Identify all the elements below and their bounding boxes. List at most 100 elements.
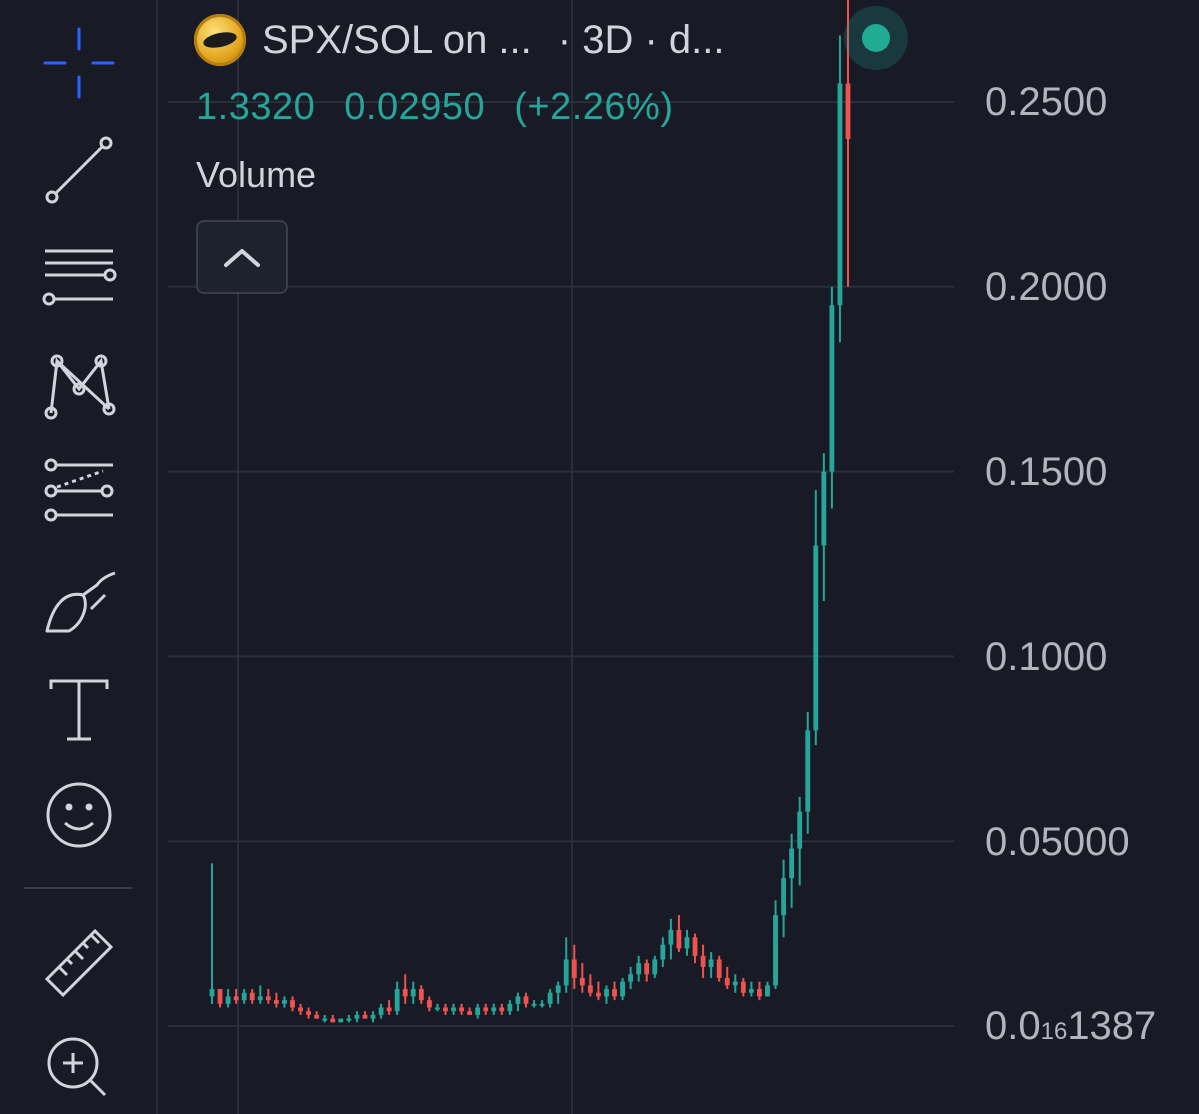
candle[interactable] bbox=[676, 915, 682, 953]
candle[interactable] bbox=[394, 981, 400, 1015]
candle[interactable] bbox=[628, 966, 634, 990]
candle[interactable] bbox=[692, 933, 698, 964]
text-tool-button[interactable] bbox=[24, 664, 134, 754]
candle[interactable] bbox=[684, 929, 690, 956]
candle[interactable] bbox=[346, 1014, 352, 1023]
candle-body bbox=[539, 1003, 545, 1006]
candle[interactable] bbox=[813, 490, 819, 746]
chevron-up-icon bbox=[224, 249, 260, 267]
candle[interactable] bbox=[604, 985, 609, 1004]
candlestick-chart[interactable] bbox=[158, 0, 1199, 1114]
collapse-legend-button[interactable] bbox=[196, 220, 288, 294]
candle[interactable] bbox=[225, 989, 231, 1008]
candle[interactable] bbox=[644, 959, 650, 982]
candle[interactable] bbox=[209, 863, 215, 1004]
candle[interactable] bbox=[338, 1018, 344, 1023]
candle[interactable] bbox=[732, 974, 738, 993]
candle[interactable] bbox=[781, 859, 787, 938]
candle[interactable] bbox=[435, 1003, 440, 1012]
candle[interactable] bbox=[539, 1000, 545, 1008]
candle[interactable] bbox=[700, 944, 706, 978]
volume-indicator-label[interactable]: Volume bbox=[196, 154, 317, 195]
fib-tool-button[interactable] bbox=[24, 448, 134, 538]
candle[interactable] bbox=[257, 985, 263, 1004]
token-logo bbox=[194, 14, 246, 66]
trend-line-tool-button[interactable] bbox=[24, 122, 134, 212]
candle[interactable] bbox=[596, 981, 601, 1001]
candle[interactable] bbox=[724, 966, 730, 990]
candle[interactable] bbox=[587, 974, 593, 997]
candle[interactable] bbox=[765, 981, 770, 997]
candle[interactable] bbox=[467, 1007, 473, 1015]
candle[interactable] bbox=[273, 992, 279, 1008]
horizontal-lines-tool-button[interactable] bbox=[24, 230, 134, 320]
candle[interactable] bbox=[265, 989, 271, 1004]
candle[interactable] bbox=[757, 981, 762, 1001]
zoom-in-tool-button[interactable] bbox=[24, 1024, 134, 1114]
candle[interactable] bbox=[547, 989, 553, 1008]
candle[interactable] bbox=[708, 952, 714, 978]
candle[interactable] bbox=[410, 981, 416, 1004]
candle[interactable] bbox=[773, 900, 778, 990]
candle[interactable] bbox=[330, 1014, 336, 1023]
candle[interactable] bbox=[612, 981, 617, 1001]
candle[interactable] bbox=[579, 963, 585, 993]
candle[interactable] bbox=[805, 711, 811, 834]
candle[interactable] bbox=[249, 989, 255, 1004]
crosshair-tool-button[interactable] bbox=[24, 18, 134, 108]
candle[interactable] bbox=[475, 1003, 481, 1019]
candle[interactable] bbox=[217, 989, 223, 1008]
candle[interactable] bbox=[636, 955, 642, 982]
candle[interactable] bbox=[362, 1011, 368, 1019]
candle[interactable] bbox=[797, 796, 803, 886]
candle[interactable] bbox=[402, 974, 408, 1004]
candle[interactable] bbox=[555, 981, 561, 1004]
chart-pane[interactable]: SPX/SOL on ... · 3D · d... 1.3320 0.0295… bbox=[158, 0, 1199, 1114]
candle[interactable] bbox=[426, 996, 432, 1012]
candle[interactable] bbox=[459, 1003, 464, 1015]
candle[interactable] bbox=[571, 944, 577, 990]
candle[interactable] bbox=[531, 1000, 537, 1008]
candle-body bbox=[241, 992, 247, 1001]
pattern-tool-button[interactable] bbox=[24, 338, 134, 428]
candle[interactable] bbox=[716, 955, 722, 982]
symbol-legend[interactable]: SPX/SOL on ... · 3D · d... bbox=[194, 14, 724, 66]
candle[interactable] bbox=[821, 453, 827, 601]
candle[interactable] bbox=[306, 1007, 312, 1019]
candle-body bbox=[225, 996, 231, 1004]
candle[interactable] bbox=[668, 918, 674, 960]
candle[interactable] bbox=[499, 1003, 505, 1015]
candle[interactable] bbox=[443, 1003, 448, 1015]
candle[interactable] bbox=[378, 1003, 384, 1019]
candle[interactable] bbox=[282, 996, 287, 1008]
candle[interactable] bbox=[322, 1014, 328, 1023]
candle[interactable] bbox=[523, 992, 529, 1008]
candle[interactable] bbox=[620, 977, 625, 1001]
emoji-icon bbox=[46, 782, 112, 848]
ruler-tool-button[interactable] bbox=[24, 916, 134, 1006]
candle[interactable] bbox=[418, 985, 424, 1004]
brush-tool-button[interactable] bbox=[24, 556, 134, 646]
candle[interactable] bbox=[507, 1000, 513, 1015]
candle[interactable] bbox=[652, 955, 658, 978]
candle[interactable] bbox=[451, 1003, 456, 1015]
candle[interactable] bbox=[370, 1011, 376, 1023]
candle[interactable] bbox=[515, 992, 521, 1012]
candle[interactable] bbox=[660, 937, 666, 967]
candle[interactable] bbox=[386, 1000, 392, 1015]
candle[interactable] bbox=[829, 286, 835, 509]
emoji-tool-button[interactable] bbox=[24, 770, 134, 860]
candle[interactable] bbox=[241, 989, 247, 1004]
candle[interactable] bbox=[298, 1003, 303, 1015]
candle[interactable] bbox=[491, 1003, 497, 1015]
candle[interactable] bbox=[483, 1003, 489, 1015]
candle[interactable] bbox=[837, 35, 843, 343]
candle[interactable] bbox=[290, 996, 295, 1012]
candle[interactable] bbox=[354, 1011, 360, 1023]
candle[interactable] bbox=[233, 989, 239, 1004]
candle[interactable] bbox=[563, 937, 569, 993]
candle[interactable] bbox=[740, 977, 746, 997]
candle[interactable] bbox=[748, 981, 754, 997]
candle[interactable] bbox=[314, 1011, 320, 1019]
candle[interactable] bbox=[789, 833, 795, 908]
